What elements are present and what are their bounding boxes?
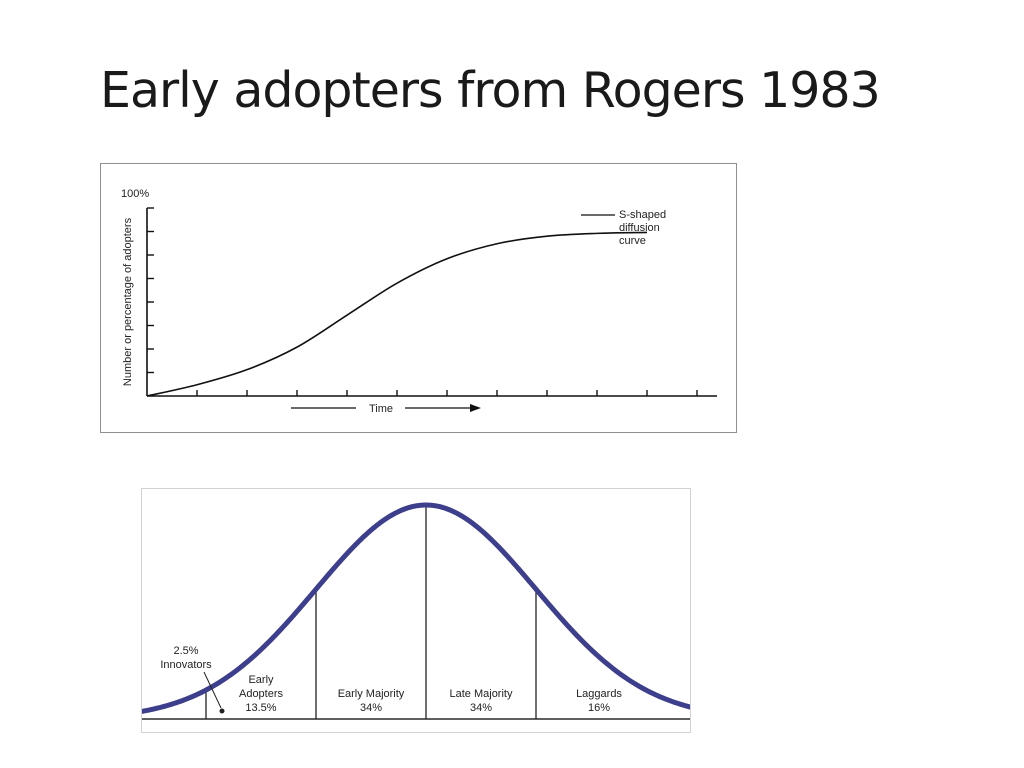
segment-label: Laggards (576, 688, 622, 700)
segment-label: 16% (588, 702, 610, 714)
x-ticks (196, 390, 698, 396)
annotation-line-3: curve (619, 235, 646, 247)
y-top-label: 100% (121, 188, 149, 200)
x-axis-label: Time (369, 403, 393, 415)
annotation-line-2: diffusion (619, 222, 660, 234)
s-curve-figure: 100% Number or percentage of adopters Ti… (100, 163, 737, 433)
segment-label: 34% (360, 702, 382, 714)
segment-labels: 2.5% Innovators Early Adopters 13.5% Early Ma… (160, 645, 622, 714)
innovators-pointer (203, 671, 222, 709)
s-curve-chart: 100% Number or percentage of adopters Ti… (121, 188, 717, 415)
segment-label: Late Majority (450, 688, 513, 700)
segment-label: Early Majority (338, 688, 405, 700)
innovators-dot (219, 708, 225, 714)
y-axis-label: Number or percentage of adopters (122, 217, 134, 386)
curve-annotation: S-shaped diffusion curve (581, 209, 666, 247)
time-arrow-head (470, 404, 481, 412)
segment-label: 13.5% (245, 702, 276, 714)
segment-label: Adopters (239, 688, 284, 700)
s-curve-line (146, 231, 648, 397)
segment-label: Early (248, 674, 274, 686)
segment-label: Innovators (160, 659, 212, 671)
segment-dividers (205, 505, 537, 719)
bell-curve-figure: 2.5% Innovators Early Adopters 13.5% Early Ma… (141, 488, 691, 733)
annotation-line-1: S-shaped (619, 209, 666, 221)
segment-label: 34% (470, 702, 492, 714)
y-ticks (147, 207, 154, 374)
segment-label: 2.5% (173, 645, 198, 657)
bell-curve-line (142, 502, 690, 714)
slide-title: Early adopters from Rogers 1983 (100, 62, 881, 119)
bell-curve-chart: 2.5% Innovators Early Adopters 13.5% Early Ma… (142, 502, 690, 720)
